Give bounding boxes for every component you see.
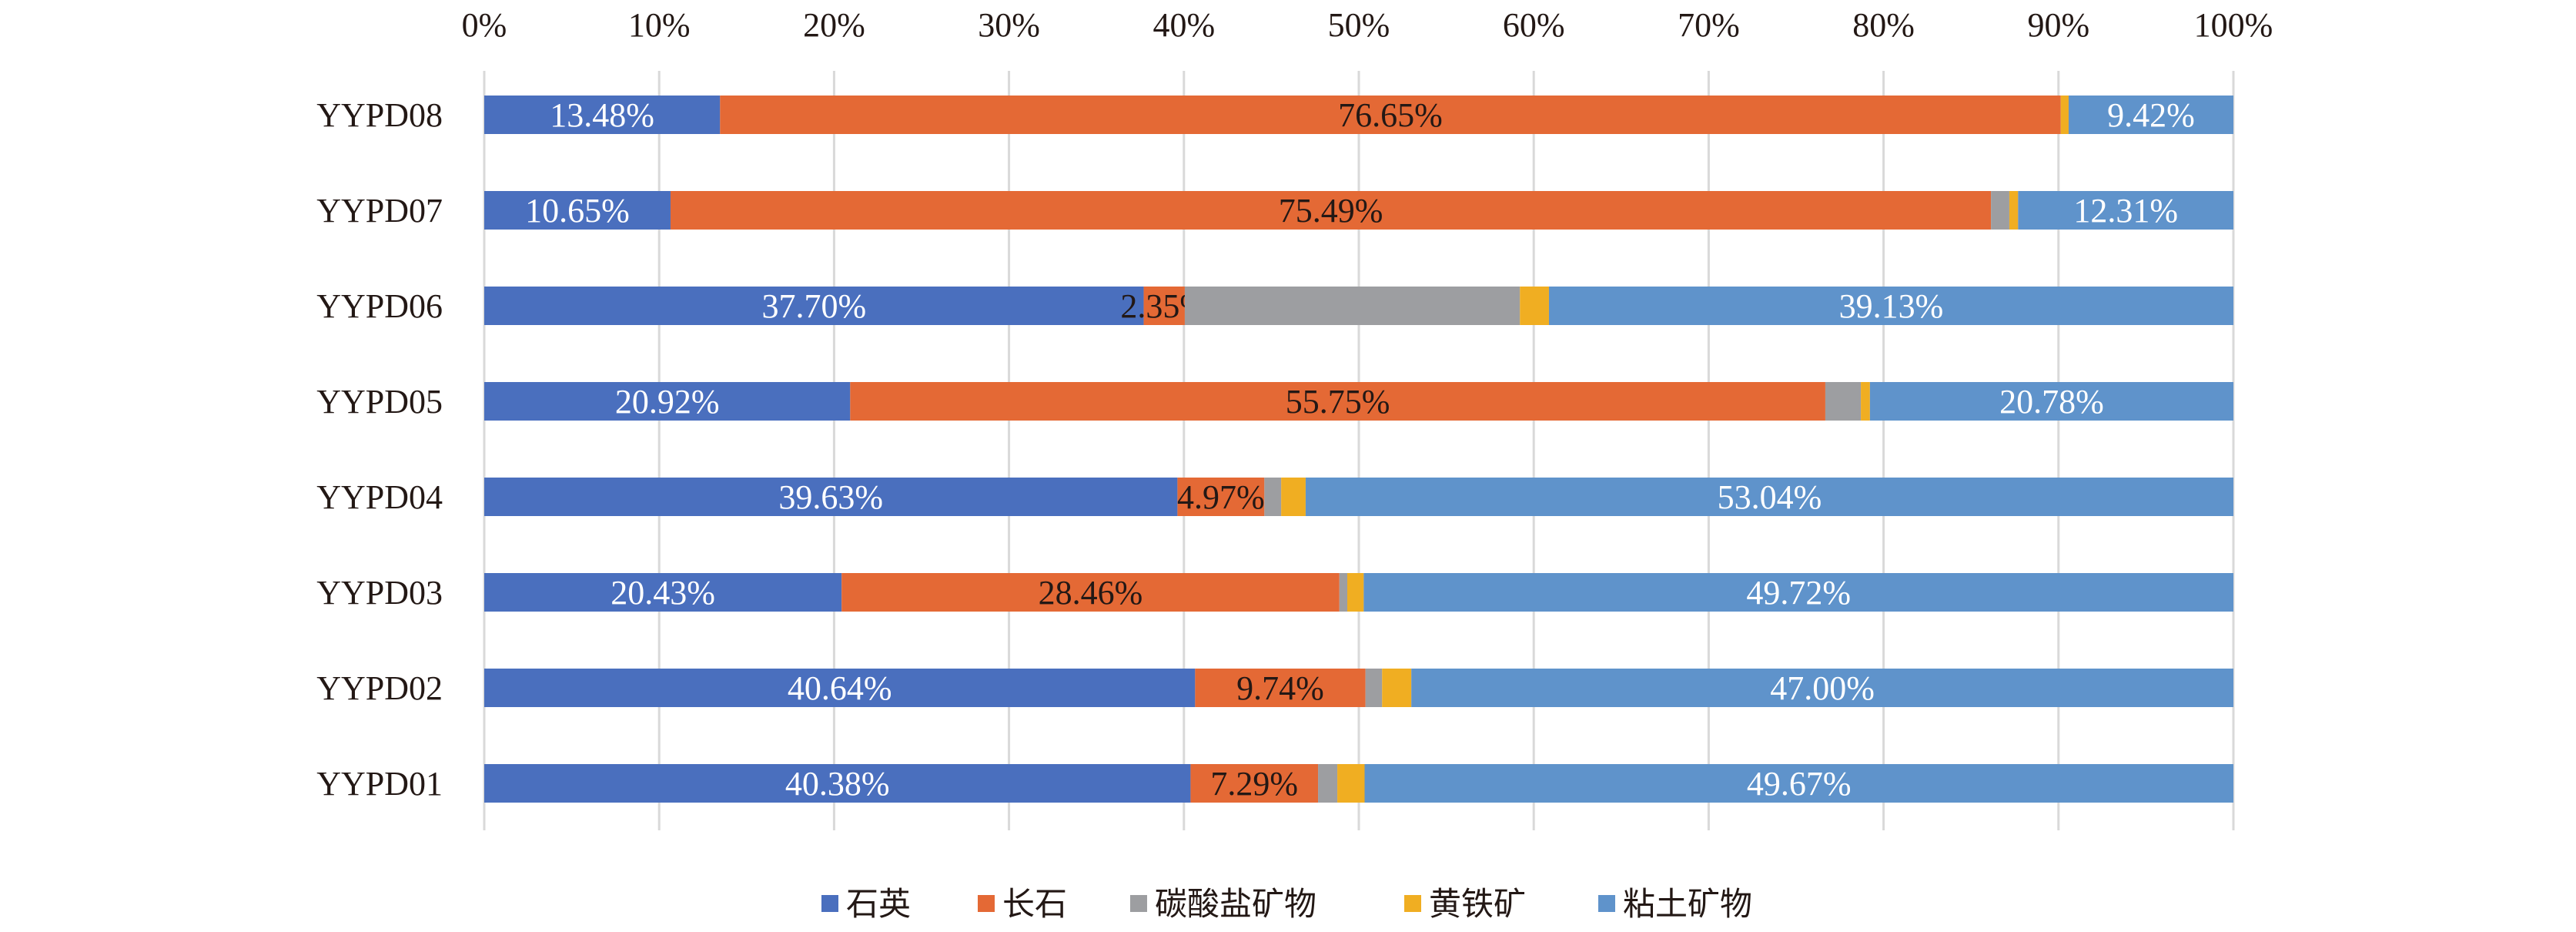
data-label: 40.64%	[788, 669, 892, 707]
x-tick-label: 10%	[628, 6, 691, 44]
bar-segment	[841, 573, 1340, 612]
legend-label: 粘土矿物	[1623, 887, 1752, 923]
data-label: 55.75%	[1286, 383, 1390, 421]
data-label: 37.70%	[761, 287, 866, 325]
legend-swatch	[1130, 895, 1147, 912]
bar-segment	[1143, 287, 1185, 325]
bar-segment	[1264, 478, 1282, 516]
legend: 石英 长石 碳酸盐矿物 黄铁矿 粘土矿物	[821, 887, 1752, 923]
x-tick-label: 80%	[1852, 6, 1915, 44]
x-tick-label: 60%	[1503, 6, 1565, 44]
y-tick-label: YYPD03	[316, 574, 443, 612]
gridlines	[483, 71, 2235, 830]
bar-segment	[2009, 191, 2019, 230]
data-label: 7.29%	[1210, 765, 1298, 803]
bar-segment	[1365, 669, 1383, 707]
bar-segment	[1861, 382, 1870, 421]
data-label: 12.31%	[2073, 192, 2178, 230]
bar-segment	[484, 669, 1196, 707]
y-tick-label: YYPD01	[316, 765, 443, 803]
data-label: 20.78%	[1999, 383, 2104, 421]
bar-segment	[2060, 96, 2069, 134]
bar-segment	[484, 287, 1144, 325]
bar-segment	[1825, 382, 1862, 421]
y-tick-label: YYPD06	[316, 287, 443, 325]
x-tick-label: 40%	[1153, 6, 1215, 44]
bar-segment	[484, 96, 721, 134]
data-label: 49.67%	[1747, 765, 1852, 803]
bar-segment	[1347, 573, 1364, 612]
bar-segment	[1520, 287, 1549, 325]
y-axis-labels: YYPD08 YYPD07 YYPD06 YYPD05 YYPD04 YYPD03 YYPD…	[316, 96, 443, 803]
data-label: 4.97%	[1177, 478, 1265, 516]
bar-segment	[1339, 573, 1348, 612]
legend-label: 碳酸盐矿物	[1155, 887, 1316, 923]
x-tick-label: 90%	[2027, 6, 2089, 44]
bar-segment	[850, 382, 1825, 421]
y-tick-label: YYPD07	[316, 192, 443, 230]
bar-segment	[1548, 287, 2233, 325]
data-label: 20.92%	[615, 383, 720, 421]
bar-segment	[1411, 669, 2233, 707]
y-tick-label: YYPD02	[316, 669, 443, 707]
bar-segment	[1991, 191, 2009, 230]
bar-segment	[484, 478, 1178, 516]
legend-swatch	[1404, 895, 1421, 912]
bar-segment	[1382, 669, 1412, 707]
y-tick-label: YYPD04	[316, 478, 443, 516]
data-label: 10.65%	[525, 192, 630, 230]
bar-segment	[484, 573, 842, 612]
bar-segment	[2018, 191, 2233, 230]
data-label: 75.49%	[1279, 192, 1383, 230]
legend-label: 黄铁矿	[1429, 887, 1526, 923]
bar-segment	[1364, 764, 2233, 803]
bar-segment	[1363, 573, 2233, 612]
data-label: 20.43%	[611, 574, 715, 612]
x-tick-label: 100%	[2194, 6, 2273, 44]
bar-segment	[1195, 669, 1366, 707]
legend-swatch	[821, 895, 838, 912]
bar-segment	[484, 191, 671, 230]
x-tick-label: 70%	[1678, 6, 1740, 44]
bar-segment	[1869, 382, 2233, 421]
legend-swatch	[1598, 895, 1615, 912]
bar-segment	[484, 764, 1191, 803]
x-tick-label: 30%	[978, 6, 1040, 44]
data-label: 39.63%	[778, 478, 883, 516]
bar-segment	[2068, 96, 2233, 134]
x-tick-label: 50%	[1328, 6, 1390, 44]
x-tick-label: 0%	[462, 6, 507, 44]
bar-segment	[1184, 287, 1521, 325]
bar-segment	[484, 382, 851, 421]
bar-segment	[1305, 478, 2233, 516]
data-label: 9.74%	[1236, 669, 1324, 707]
legend-label: 石英	[846, 887, 911, 923]
data-label: 13.48%	[550, 96, 654, 134]
data-label: 28.46%	[1039, 574, 1143, 612]
x-tick-label: 20%	[803, 6, 865, 44]
y-tick-label: YYPD05	[316, 383, 443, 421]
data-label: 39.13%	[1839, 287, 1944, 325]
bar-segment	[1281, 478, 1306, 516]
data-label: 47.00%	[1770, 669, 1875, 707]
bar-segment	[1318, 764, 1338, 803]
bars: 13.48% 76.65% 9.42% 10.65% 75.49% 12.31% 37.70…	[484, 96, 2233, 803]
data-label: 53.04%	[1718, 478, 1822, 516]
x-axis-ticks: 0% 10% 20% 30% 40% 50% 60% 70% 80% 90% 100%	[462, 6, 2273, 44]
data-label: 49.72%	[1746, 574, 1851, 612]
data-label: 40.38%	[785, 765, 890, 803]
bar-segment	[1190, 764, 1319, 803]
legend-swatch	[978, 895, 995, 912]
bar-segment	[1337, 764, 1365, 803]
bar-segment	[670, 191, 1992, 230]
bar-segment	[720, 96, 2061, 134]
legend-label: 长石	[1002, 887, 1067, 923]
data-label: 76.65%	[1338, 96, 1443, 134]
bar-segment	[1177, 478, 1265, 516]
data-label: 9.42%	[2107, 96, 2195, 134]
y-tick-label: YYPD08	[316, 96, 443, 134]
